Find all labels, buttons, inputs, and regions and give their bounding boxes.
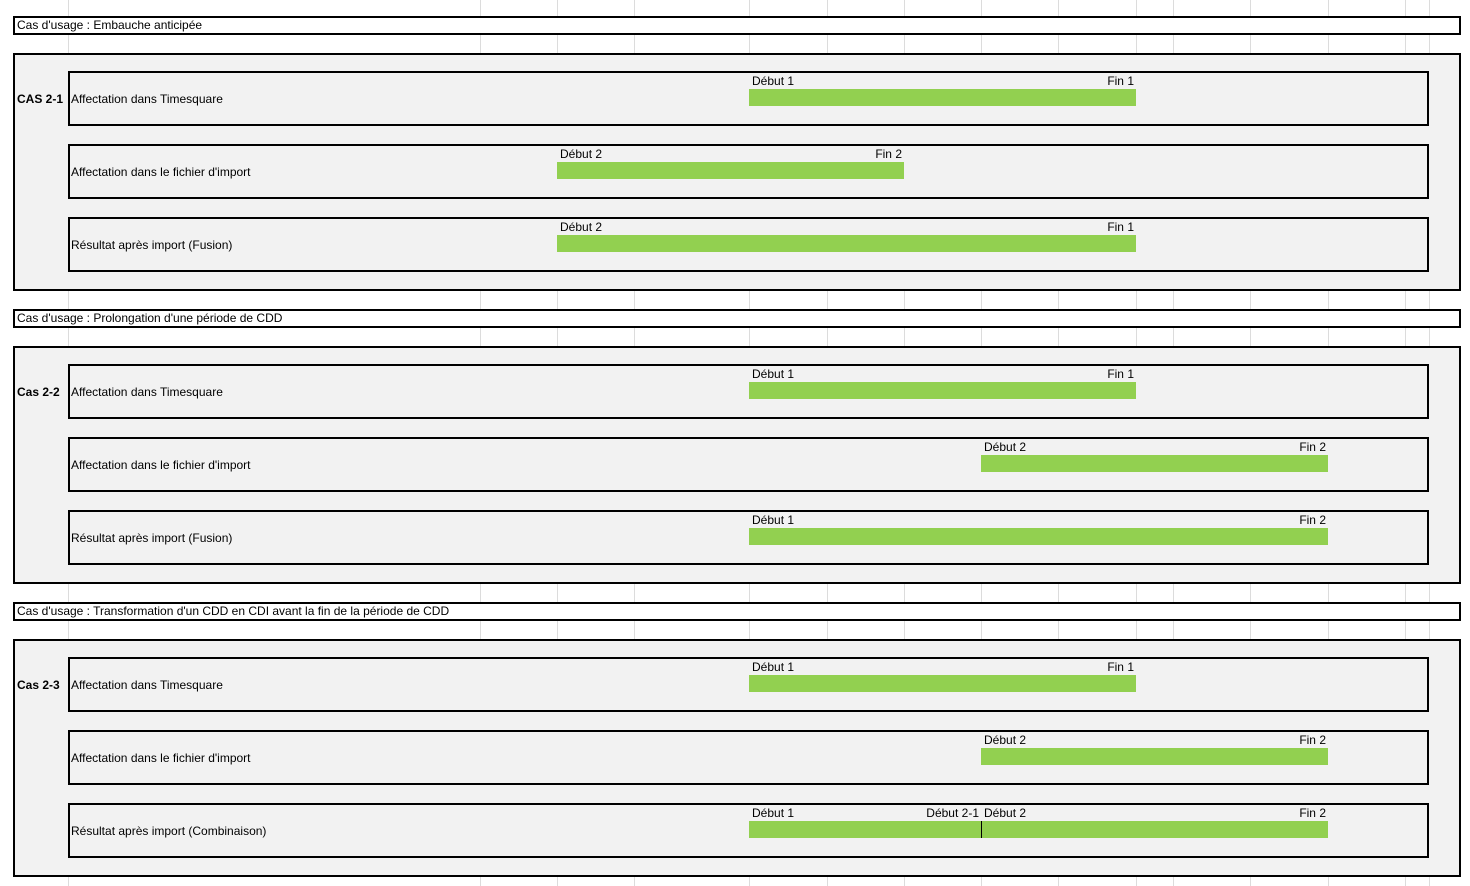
period-bar: Début 2 Fin 2 <box>981 733 1328 765</box>
row-label: Résultat après import (Combinaison) <box>71 823 267 838</box>
bar-end-label: Fin 1 <box>1107 220 1134 234</box>
bar-start-label: Début 1 <box>752 660 795 674</box>
use-case-header: Cas d'usage : Embauche anticipée <box>13 16 1461 35</box>
bar-start-label: Début 1 <box>752 513 795 527</box>
bar-start-label: Début 2 <box>984 440 1027 454</box>
period-bar: Début 1 Fin 1 <box>749 367 1136 399</box>
period-bar: Début 2 Fin 2 <box>981 440 1328 472</box>
use-case-title: Cas d'usage : Transformation d'un CDD en… <box>17 604 450 618</box>
row-label: Affectation dans le fichier d'import <box>71 164 251 179</box>
row-label: Affectation dans Timesquare <box>71 384 223 399</box>
bar-end-label: Fin 2 <box>875 147 902 161</box>
row-label: Résultat après import (Fusion) <box>71 530 233 545</box>
row-label: Affectation dans Timesquare <box>71 91 223 106</box>
bar-end-label: Fin 2 <box>1299 440 1326 454</box>
period-bar: Début 2 Fin 1 <box>557 220 1136 252</box>
use-case-header: Cas d'usage : Prolongation d'une période… <box>13 309 1461 328</box>
bar-start-label: Début 2 <box>560 147 603 161</box>
timeline-row: Affectation dans Timesquare Début 1 Fin … <box>68 364 1429 419</box>
timeline-row: Affectation dans le fichier d'import Déb… <box>68 437 1429 492</box>
bar-end-label: Fin 1 <box>1107 660 1134 674</box>
case-label: CAS 2-1 <box>17 92 64 106</box>
row-label: Affectation dans le fichier d'import <box>71 750 251 765</box>
split-before-label: Début 2-1 <box>926 806 979 820</box>
split-after-label: Début 2 <box>984 806 1027 820</box>
bar-start-label: Début 2 <box>984 733 1027 747</box>
period-bar: Début 1 Fin 1 <box>749 660 1136 692</box>
bar-end-label: Fin 2 <box>1299 806 1326 820</box>
bar-start-label: Début 1 <box>752 74 795 88</box>
bar-end-label: Fin 1 <box>1107 74 1134 88</box>
bar-start-label: Début 2 <box>560 220 603 234</box>
timeline-row: Résultat après import (Combinaison) Débu… <box>68 803 1429 858</box>
bar-start-label: Début 1 <box>752 806 795 820</box>
use-case-title: Cas d'usage : Prolongation d'une période… <box>17 311 283 325</box>
bar-end-label: Fin 1 <box>1107 367 1134 381</box>
bar-end-label: Fin 2 <box>1299 513 1326 527</box>
case-label: Cas 2-2 <box>17 385 60 399</box>
timeline-row: Affectation dans le fichier d'import Déb… <box>68 730 1429 785</box>
period-bar: Début 2 Fin 2 <box>557 147 904 179</box>
use-case-title: Cas d'usage : Embauche anticipée <box>17 18 203 32</box>
period-split-marker: Début 2-1 Début 2 <box>926 806 1026 838</box>
row-label: Affectation dans Timesquare <box>71 677 223 692</box>
timeline-row: Affectation dans Timesquare Début 1 Fin … <box>68 657 1429 712</box>
row-label: Résultat après import (Fusion) <box>71 237 233 252</box>
bar-end-label: Fin 2 <box>1299 733 1326 747</box>
period-bar: Début 1 Fin 2 <box>749 513 1328 545</box>
timeline-row: Affectation dans le fichier d'import Déb… <box>68 144 1429 199</box>
period-bar: Début 1 Début 2-1 Début 2 Fin 2 <box>749 806 1328 838</box>
bar-start-label: Début 1 <box>752 367 795 381</box>
timeline-row: Affectation dans Timesquare Début 1 Fin … <box>68 71 1429 126</box>
use-case-header: Cas d'usage : Transformation d'un CDD en… <box>13 602 1461 621</box>
case-label: Cas 2-3 <box>17 678 60 692</box>
period-bar: Début 1 Fin 1 <box>749 74 1136 106</box>
timeline-row: Résultat après import (Fusion) Début 2 F… <box>68 217 1429 272</box>
row-label: Affectation dans le fichier d'import <box>71 457 251 472</box>
timeline-row: Résultat après import (Fusion) Début 1 F… <box>68 510 1429 565</box>
